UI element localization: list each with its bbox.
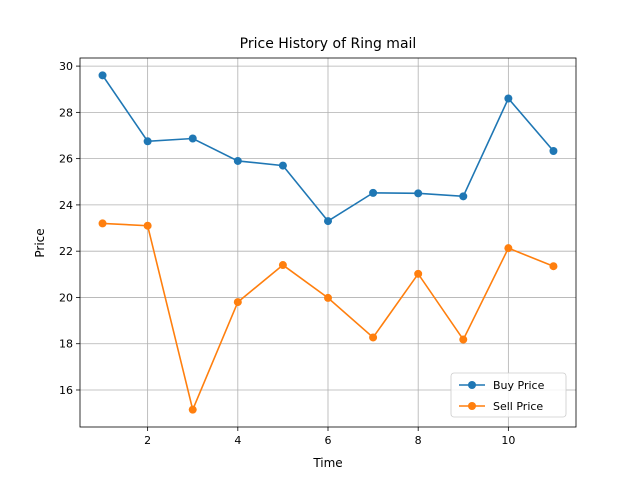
y-tick-label: 30 bbox=[59, 60, 73, 73]
legend-label-sell-price: Sell Price bbox=[493, 400, 543, 413]
data-point-sell-price bbox=[369, 333, 378, 342]
data-point-buy-price bbox=[143, 137, 152, 146]
series-sell-price bbox=[98, 219, 558, 414]
data-point-sell-price bbox=[504, 244, 513, 253]
x-tick-label: 4 bbox=[234, 434, 241, 447]
y-tick-label: 16 bbox=[59, 384, 73, 397]
chart-title: Price History of Ring mail bbox=[240, 36, 417, 52]
grid bbox=[80, 58, 576, 427]
y-tick-label: 24 bbox=[59, 199, 73, 212]
y-axis: 16 18 20 22 24 26 28 30 bbox=[59, 60, 80, 397]
data-point-buy-price bbox=[233, 156, 242, 165]
plot-area bbox=[98, 71, 558, 414]
y-tick-label: 28 bbox=[59, 106, 73, 119]
legend-marker-buy-price bbox=[468, 381, 476, 389]
data-point-sell-price bbox=[414, 269, 423, 278]
x-tick-label: 8 bbox=[415, 434, 422, 447]
y-tick-label: 18 bbox=[59, 338, 73, 351]
x-axis-label: Time bbox=[312, 456, 342, 470]
data-point-buy-price bbox=[459, 192, 468, 201]
y-tick-label: 20 bbox=[59, 291, 73, 304]
x-tick-label: 2 bbox=[144, 434, 151, 447]
legend-marker-sell-price bbox=[468, 402, 476, 410]
data-point-sell-price bbox=[98, 219, 107, 228]
data-point-buy-price bbox=[324, 217, 332, 226]
legend: Buy Price Sell Price bbox=[450, 372, 567, 418]
data-point-sell-price bbox=[278, 261, 287, 270]
axes-frame bbox=[79, 57, 577, 428]
y-tick-label: 22 bbox=[59, 245, 73, 258]
legend-label-buy-price: Buy Price bbox=[493, 379, 545, 392]
x-axis: 2 4 6 8 10 bbox=[144, 427, 515, 447]
data-point-sell-price bbox=[459, 335, 468, 344]
data-point-buy-price bbox=[98, 71, 107, 80]
y-tick-label: 26 bbox=[59, 153, 73, 166]
y-axis-label: Price bbox=[33, 228, 47, 257]
x-tick-label: 6 bbox=[325, 434, 332, 447]
data-point-buy-price bbox=[414, 189, 423, 198]
data-point-buy-price bbox=[188, 134, 197, 143]
data-point-buy-price bbox=[504, 94, 513, 103]
data-point-sell-price bbox=[324, 293, 332, 302]
data-point-sell-price bbox=[188, 405, 197, 414]
data-point-sell-price bbox=[143, 221, 152, 230]
data-point-buy-price bbox=[278, 161, 287, 170]
x-tick-label: 10 bbox=[501, 434, 515, 447]
data-point-sell-price bbox=[549, 262, 558, 271]
data-point-buy-price bbox=[549, 147, 558, 156]
data-point-sell-price bbox=[233, 298, 242, 307]
data-point-buy-price bbox=[369, 188, 378, 197]
series-buy-price bbox=[98, 71, 558, 226]
